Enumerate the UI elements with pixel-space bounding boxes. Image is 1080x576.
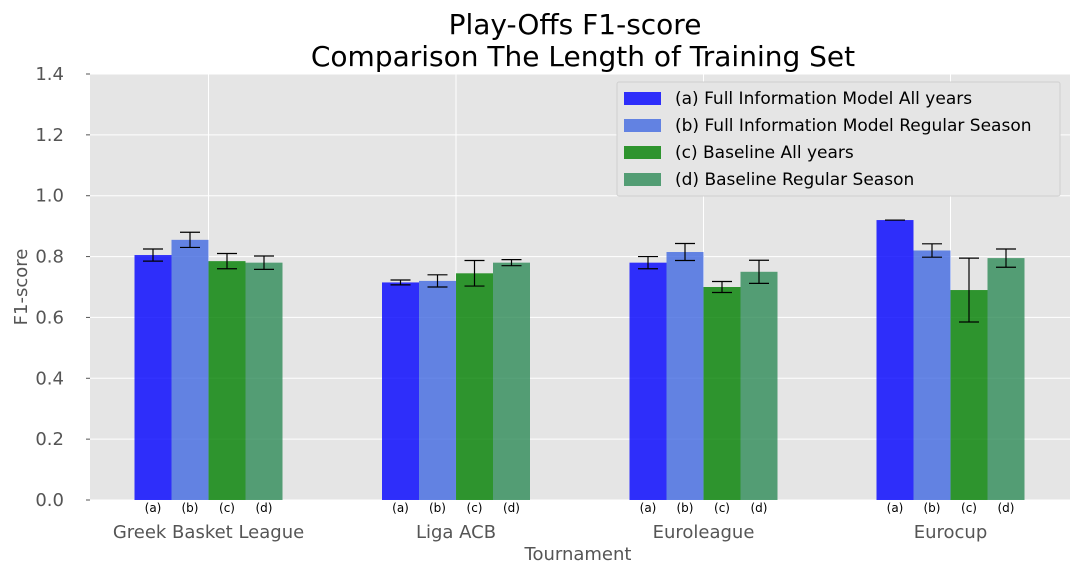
bar-sublabel: (b) [429, 501, 446, 515]
bar-sublabel: (d) [503, 501, 520, 515]
legend-box [616, 81, 1061, 197]
y-tick-label: 0.4 [35, 368, 64, 389]
legend-swatch [624, 173, 661, 186]
x-tick-label: Euroleague [653, 522, 755, 543]
y-axis-label: F1-score [11, 249, 32, 326]
legend-label: (b) Full Information Model Regular Seaso… [675, 116, 1032, 136]
bar [171, 239, 209, 501]
bar [134, 255, 172, 500]
chart-title-line2: Comparison The Length of Training Set [311, 40, 855, 73]
bar-sublabel: (d) [256, 501, 273, 515]
bar-sublabel: (c) [467, 501, 483, 515]
bar [913, 250, 951, 500]
bar-sublabel: (d) [998, 501, 1015, 515]
bar [493, 262, 530, 500]
x-tick-label: Greek Basket League [113, 522, 304, 543]
bar [629, 262, 667, 500]
y-tick-label: 0.6 [35, 307, 64, 328]
bar-sublabel: (a) [145, 501, 162, 515]
bars-layer: (a) (b) (c) (d) (a) (b) (c) (d) (a) (b) (c) (d) (a) (… [134, 219, 1025, 515]
legend-swatch [624, 119, 661, 132]
y-tick-label: 1.4 [35, 64, 64, 85]
bar-sublabel: (b) [924, 501, 941, 515]
y-tick-label: 1.0 [35, 186, 64, 207]
bar [703, 287, 741, 500]
chart-title-line1: Play-Offs F1-score [449, 8, 702, 41]
bar-sublabel: (c) [219, 501, 235, 515]
bar [382, 282, 419, 500]
bar-sublabel: (c) [714, 501, 730, 515]
bar-sublabel: (a) [392, 501, 409, 515]
axis-layer: 0.0 0.2 0.4 0.6 0.8 1.0 1.2 1.4 Greek Basket Lea… [35, 64, 987, 543]
bar [987, 258, 1025, 500]
x-tick-label: Liga ACB [416, 522, 496, 543]
legend-label: (c) Baseline All years [675, 143, 854, 163]
bar-sublabel: (a) [640, 501, 657, 515]
legend-swatch [624, 92, 661, 105]
bar [666, 252, 704, 500]
bar [950, 290, 988, 500]
y-tick-label: 0.2 [35, 429, 64, 450]
y-tick-label: 0.8 [35, 247, 64, 268]
x-tick-label: Eurocup [914, 522, 988, 543]
bar [208, 261, 246, 500]
bar [419, 280, 456, 500]
legend-label: (d) Baseline Regular Season [675, 170, 914, 190]
bar [456, 273, 493, 500]
legend-label: (a) Full Information Model All years [675, 89, 972, 109]
bar [740, 271, 778, 500]
y-tick-label: 0.0 [35, 490, 64, 511]
bar-sublabel: (c) [961, 501, 977, 515]
bar-sublabel: (a) [887, 501, 904, 515]
bar [245, 262, 283, 500]
legend: (a) Full Information Model All years (b) … [616, 81, 1061, 197]
x-axis-label: Tournament [524, 544, 632, 565]
bar-sublabel: (d) [751, 501, 768, 515]
bar-sublabel: (b) [182, 501, 199, 515]
legend-swatch [624, 146, 661, 159]
y-tick-label: 1.2 [35, 125, 64, 146]
bar [876, 220, 914, 501]
bar-sublabel: (b) [677, 501, 694, 515]
